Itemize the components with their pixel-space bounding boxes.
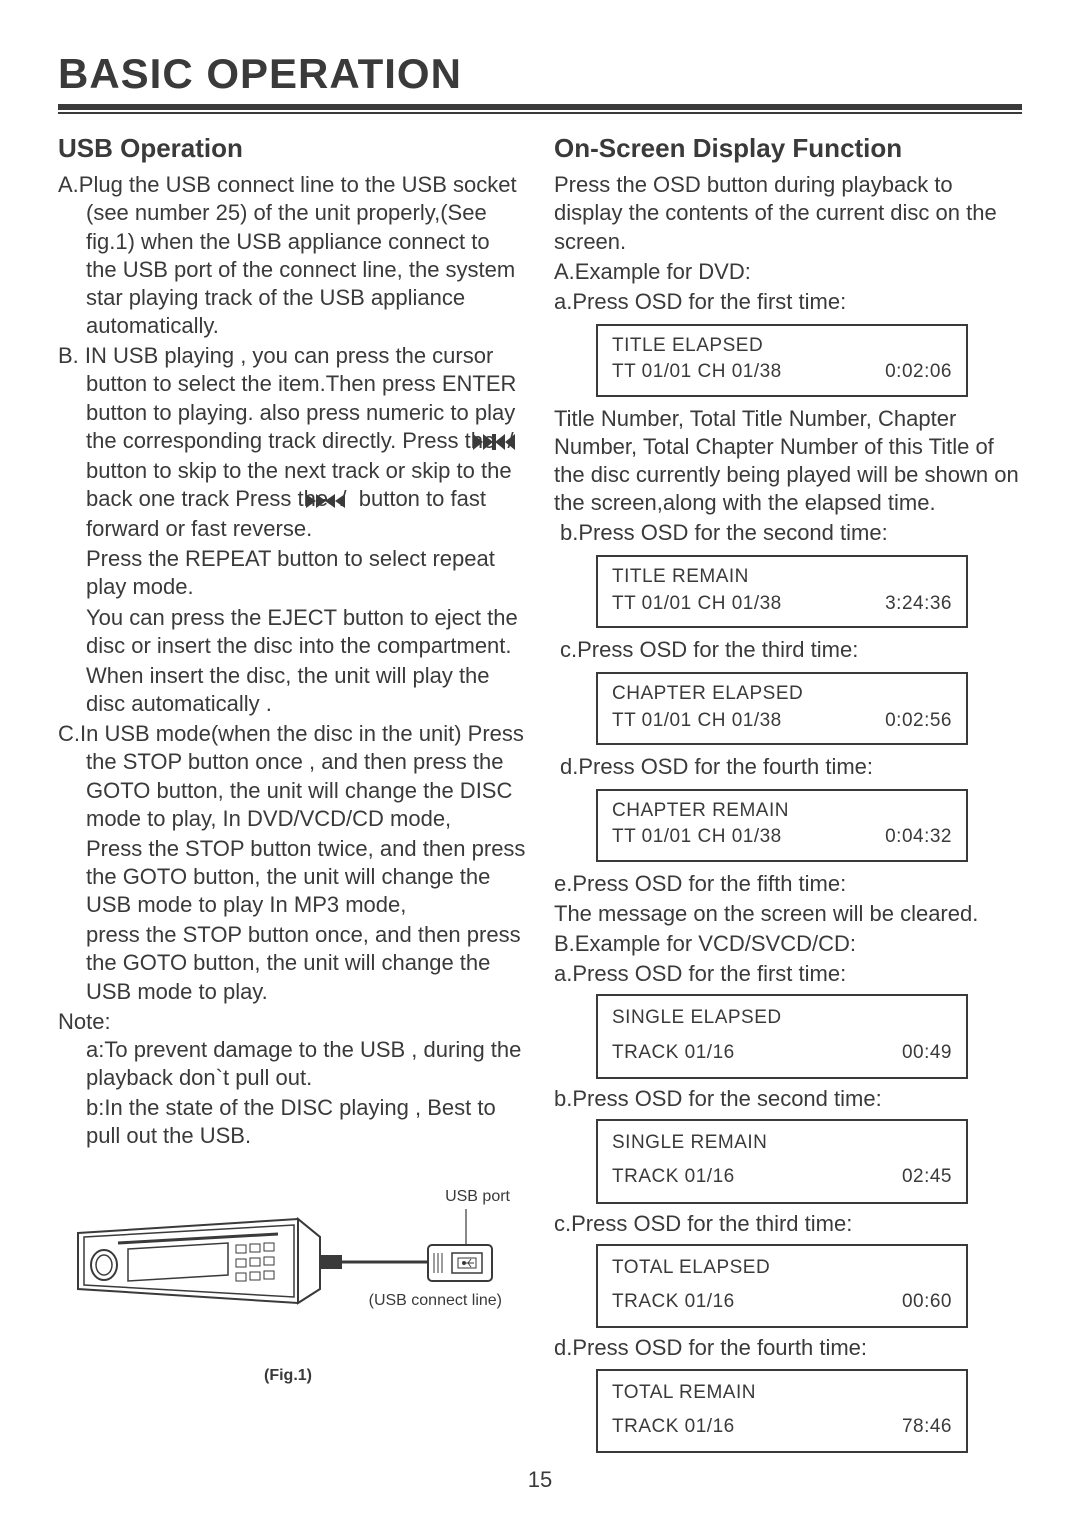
osd-line1: SINGLE REMAIN [612, 1131, 952, 1155]
usb-item-b-insert: When insert the disc, the unit will play… [58, 662, 526, 718]
osd-heading: On-Screen Display Function [554, 132, 1022, 165]
osd-line1: CHAPTER REMAIN [612, 799, 952, 823]
fig-caption: (Fig.1) [264, 1366, 312, 1386]
usb-item-c-1: C.In USB mode(when the disc in the unit)… [58, 720, 526, 833]
usb-operation-heading: USB Operation [58, 132, 526, 165]
osd-line2b: 00:49 [902, 1041, 952, 1065]
osd-line1: CHAPTER ELAPSED [612, 682, 952, 706]
osd-line2b: 78:46 [902, 1415, 952, 1439]
note-label: Note: [58, 1008, 526, 1036]
osd-box-title-elapsed: TITLE ELAPSED TT 01/01 CH 01/38 0:02:06 [596, 324, 968, 397]
osd-box-single-remain: SINGLE REMAIN TRACK 01/16 02:45 [596, 1119, 968, 1204]
example-cd-label: B.Example for VCD/SVCD/CD: [554, 930, 1022, 958]
osd-line1: TOTAL REMAIN [612, 1381, 952, 1405]
dvd-press-3: c.Press OSD for the third time: [554, 636, 1022, 664]
page-number: 15 [528, 1467, 552, 1493]
osd-line2b: 02:45 [902, 1165, 952, 1189]
osd-box-title-remain: TITLE REMAIN TT 01/01 CH 01/38 3:24:36 [596, 555, 968, 628]
dvd-press-1-expl: Title Number, Total Title Number, Chapte… [554, 405, 1022, 518]
cd-press-1: a.Press OSD for the first time: [554, 960, 1022, 988]
osd-line2a: TRACK 01/16 [612, 1165, 735, 1189]
osd-box-single-elapsed: SINGLE ELAPSED TRACK 01/16 00:49 [596, 994, 968, 1079]
two-column-layout: USB Operation A.Plug the USB connect lin… [58, 132, 1022, 1459]
osd-line2a: TT 01/01 CH 01/38 [612, 709, 782, 733]
right-column: On-Screen Display Function Press the OSD… [554, 132, 1022, 1459]
osd-line1: TITLE REMAIN [612, 565, 952, 589]
osd-line2b: 3:24:36 [885, 592, 952, 616]
usb-item-c-2: Press the STOP button twice, and then pr… [58, 835, 526, 919]
rule-thin [58, 112, 1022, 114]
rule-thick [58, 104, 1022, 110]
usb-item-c-3: press the STOP button once, and then pre… [58, 921, 526, 1005]
usb-item-b: B. IN USB playing , you can press the cu… [58, 342, 526, 543]
note-a: a:To prevent damage to the USB , during … [58, 1036, 526, 1092]
dvd-press-1: a.Press OSD for the first time: [554, 288, 1022, 316]
figure-1: USB port [58, 1187, 518, 1387]
osd-line2a: TRACK 01/16 [612, 1290, 735, 1314]
osd-line2a: TT 01/01 CH 01/38 [612, 825, 782, 849]
osd-box-total-remain: TOTAL REMAIN TRACK 01/16 78:46 [596, 1369, 968, 1454]
cd-press-3: c.Press OSD for the third time: [554, 1210, 1022, 1238]
osd-line1: TITLE ELAPSED [612, 334, 952, 358]
osd-line1: TOTAL ELAPSED [612, 1256, 952, 1280]
example-dvd-label: A.Example for DVD: [554, 258, 1022, 286]
dvd-press-2: b.Press OSD for the second time: [554, 519, 1022, 547]
usb-item-b-eject: You can press the EJECT button to eject … [58, 604, 526, 660]
osd-line2a: TT 01/01 CH 01/38 [612, 360, 782, 384]
fig-connect-line-label: (USB connect line) [369, 1291, 502, 1311]
dvd-press-5b: The message on the screen will be cleare… [554, 900, 1022, 928]
dvd-press-4: d.Press OSD for the fourth time: [554, 753, 1022, 781]
usb-item-b-repeat: Press the REPEAT button to select repeat… [58, 545, 526, 601]
osd-line2b: 0:02:56 [885, 709, 952, 733]
osd-box-chapter-elapsed: CHAPTER ELAPSED TT 01/01 CH 01/38 0:02:5… [596, 672, 968, 745]
osd-intro: Press the OSD button during playback to … [554, 171, 1022, 255]
osd-line2a: TT 01/01 CH 01/38 [612, 592, 782, 616]
osd-line2b: 0:04:32 [885, 825, 952, 849]
cd-press-2: b.Press OSD for the second time: [554, 1085, 1022, 1113]
osd-line2b: 00:60 [902, 1290, 952, 1314]
left-column: USB Operation A.Plug the USB connect lin… [58, 132, 526, 1459]
osd-line2a: TRACK 01/16 [612, 1415, 735, 1439]
device-illustration [58, 1203, 518, 1343]
osd-box-chapter-remain: CHAPTER REMAIN TT 01/01 CH 01/38 0:04:32 [596, 789, 968, 862]
osd-line1: SINGLE ELAPSED [612, 1006, 952, 1030]
note-b: b:In the state of the DISC playing , Bes… [58, 1094, 526, 1150]
cd-press-4: d.Press OSD for the fourth time: [554, 1334, 1022, 1362]
osd-line2a: TRACK 01/16 [612, 1041, 735, 1065]
usb-item-b-text-1: B. IN USB playing , you can press the cu… [58, 343, 516, 452]
page-title: BASIC OPERATION [58, 50, 1022, 98]
osd-line2b: 0:02:06 [885, 360, 952, 384]
osd-box-total-elapsed: TOTAL ELAPSED TRACK 01/16 00:60 [596, 1244, 968, 1329]
usb-item-a: A.Plug the USB connect line to the USB s… [58, 171, 526, 340]
dvd-press-5a: e.Press OSD for the fifth time: [554, 870, 1022, 898]
